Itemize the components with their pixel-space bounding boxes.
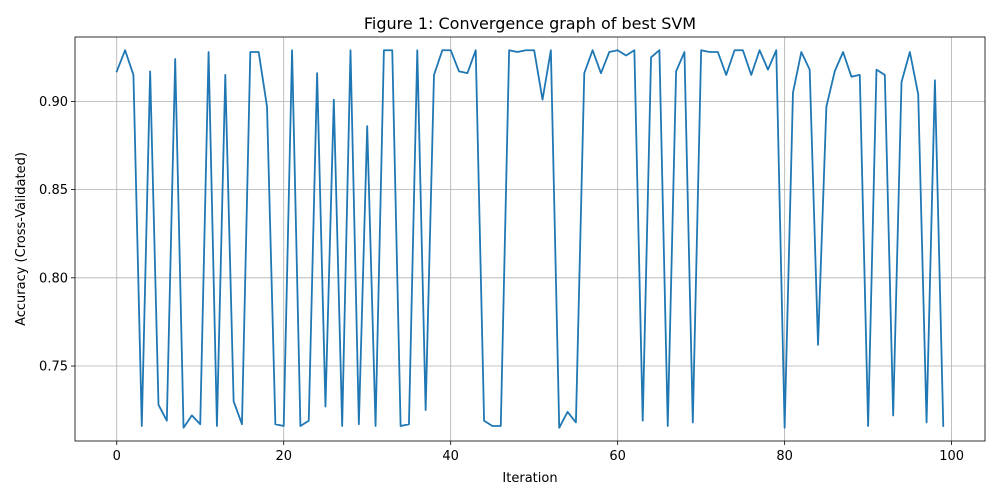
y-tick-label: 0.75 [39, 360, 68, 375]
x-tick-label: 60 [609, 449, 626, 464]
x-tick-label: 40 [442, 449, 459, 464]
accuracy-series-line [115, 49, 945, 429]
y-axis-label: Accuracy (Cross-Validated) [14, 152, 29, 326]
y-tick-label: 0.85 [39, 183, 68, 198]
x-tick-label: 0 [113, 449, 121, 464]
x-axis-label: Iteration [502, 471, 557, 486]
chart-title: Figure 1: Convergence graph of best SVM [364, 14, 696, 33]
axis-ticks: 0 20 40 60 80 100 0.75 0.80 0.85 0.90 [39, 95, 964, 464]
grid-lines [75, 37, 985, 441]
y-tick-label: 0.80 [39, 271, 68, 286]
x-tick-label: 20 [275, 449, 292, 464]
x-tick-label: 100 [939, 449, 964, 464]
x-tick-label: 80 [776, 449, 793, 464]
y-tick-label: 0.90 [39, 95, 68, 110]
plot-frame [74, 36, 986, 442]
series-layer [115, 49, 945, 429]
